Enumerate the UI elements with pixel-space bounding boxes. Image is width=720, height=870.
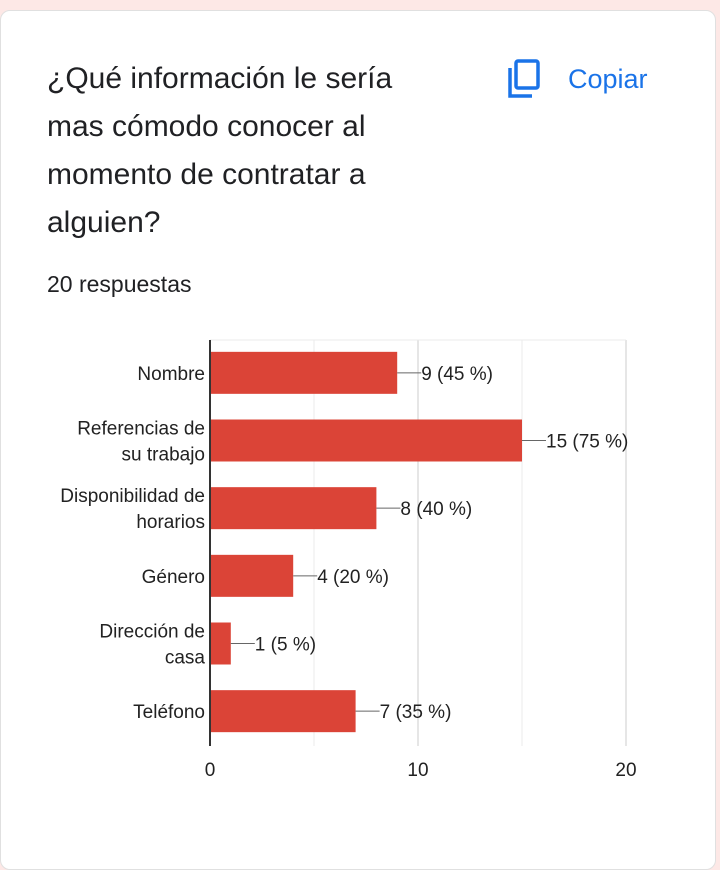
question-card: ¿Qué información le sería mas cómodo con…	[0, 10, 716, 870]
bar	[210, 622, 231, 665]
data-label: 4 (20 %)	[317, 567, 389, 588]
bar	[210, 487, 377, 530]
bar	[210, 690, 356, 733]
data-label: 7 (35 %)	[380, 702, 452, 723]
copy-icon	[506, 58, 542, 100]
category-label: Nombre	[137, 364, 205, 385]
x-tick-label: 20	[615, 760, 636, 781]
copy-button[interactable]: Copiar	[506, 51, 648, 107]
data-label: 1 (5 %)	[255, 635, 316, 656]
category-label: Dirección de casa	[99, 622, 205, 669]
bar	[210, 554, 294, 597]
data-label: 9 (45 %)	[421, 364, 493, 385]
category-label: Género	[142, 567, 205, 588]
bar	[210, 419, 522, 462]
x-tick-label: 10	[407, 760, 428, 781]
copy-label: Copiar	[568, 63, 648, 94]
data-label: 15 (75 %)	[546, 432, 628, 453]
category-label: Teléfono	[133, 702, 205, 723]
question-title: ¿Qué información le sería mas cómodo con…	[47, 62, 393, 239]
bar	[210, 351, 398, 394]
bar-chart: 9 (45 %) Nombre 15 (75 %) Referencias de su …	[60, 339, 637, 781]
x-tick-label: 0	[205, 760, 216, 781]
data-label: 8 (40 %)	[400, 499, 472, 520]
response-count: 20 respuestas	[47, 271, 192, 297]
category-label: Referencias de su trabajo	[77, 419, 205, 466]
category-label: Disponibilidad de horarios	[60, 486, 205, 533]
